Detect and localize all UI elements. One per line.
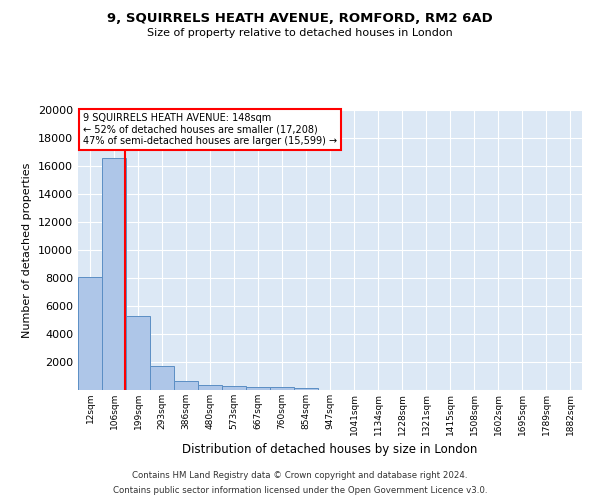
Bar xyxy=(150,366,174,390)
Text: Size of property relative to detached houses in London: Size of property relative to detached ho… xyxy=(147,28,453,38)
Y-axis label: Number of detached properties: Number of detached properties xyxy=(22,162,32,338)
Bar xyxy=(102,158,126,390)
Bar xyxy=(174,381,198,390)
Bar xyxy=(294,388,318,390)
Text: 9, SQUIRRELS HEATH AVENUE, ROMFORD, RM2 6AD: 9, SQUIRRELS HEATH AVENUE, ROMFORD, RM2 … xyxy=(107,12,493,26)
Bar xyxy=(198,385,222,390)
Bar xyxy=(246,387,270,390)
Bar xyxy=(270,388,294,390)
Text: 9 SQUIRRELS HEATH AVENUE: 148sqm
← 52% of detached houses are smaller (17,208)
4: 9 SQUIRRELS HEATH AVENUE: 148sqm ← 52% o… xyxy=(83,113,337,146)
Bar xyxy=(78,276,102,390)
X-axis label: Distribution of detached houses by size in London: Distribution of detached houses by size … xyxy=(182,443,478,456)
Bar xyxy=(126,316,150,390)
Text: Contains public sector information licensed under the Open Government Licence v3: Contains public sector information licen… xyxy=(113,486,487,495)
Text: Contains HM Land Registry data © Crown copyright and database right 2024.: Contains HM Land Registry data © Crown c… xyxy=(132,471,468,480)
Bar xyxy=(222,386,246,390)
